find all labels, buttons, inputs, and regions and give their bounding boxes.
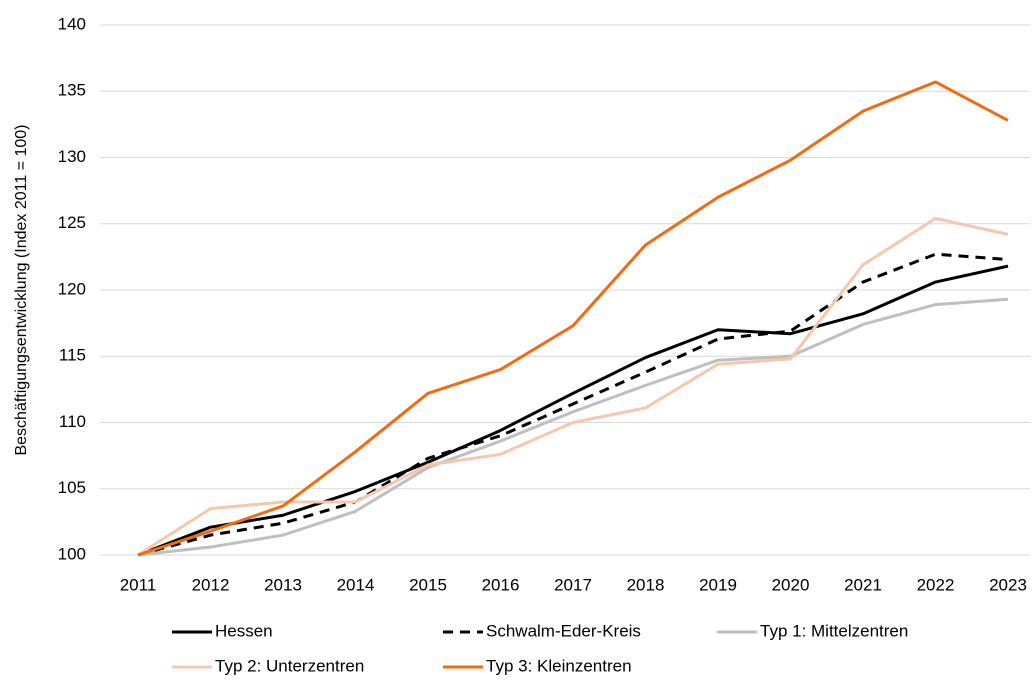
y-tick-label: 100 <box>58 544 86 563</box>
series-line <box>137 80 1009 557</box>
y-tick-label: 125 <box>58 213 86 232</box>
y-tick-label: 130 <box>58 147 86 166</box>
y-tick-label: 135 <box>58 81 86 100</box>
legend-label: Typ 1: Mittelzentren <box>760 621 908 640</box>
x-tick-label: 2011 <box>120 575 157 594</box>
x-tick-label: 2012 <box>192 575 230 594</box>
x-tick-label: 2022 <box>917 575 955 594</box>
y-tick-label: 115 <box>59 346 86 365</box>
series-line <box>137 252 1009 557</box>
y-tick-label: 110 <box>59 412 86 431</box>
x-tick-label: 2019 <box>699 575 737 594</box>
legend-label: Typ 2: Unterzentren <box>215 656 364 675</box>
x-tick-label: 2020 <box>772 575 810 594</box>
y-tick-label: 105 <box>58 478 86 497</box>
x-tick-label: 2013 <box>264 575 302 594</box>
x-tick-label: 2016 <box>482 575 520 594</box>
x-tick-label: 2018 <box>627 575 665 594</box>
series-line <box>137 264 1009 557</box>
y-axis-label: Beschäftigungsentwicklung (Index 2011 = … <box>13 124 30 455</box>
y-tick-label: 140 <box>58 14 86 33</box>
legend-label: Schwalm-Eder-Kreis <box>486 621 641 640</box>
series-line <box>137 297 1009 557</box>
x-tick-label: 2023 <box>989 575 1027 594</box>
series-line <box>137 216 1009 557</box>
legend-label: Hessen <box>215 621 273 640</box>
x-tick-label: 2014 <box>337 575 375 594</box>
x-tick-label: 2017 <box>554 575 592 594</box>
y-tick-label: 120 <box>58 279 86 298</box>
x-tick-label: 2021 <box>844 575 882 594</box>
x-tick-label: 2015 <box>409 575 447 594</box>
legend-label: Typ 3: Kleinzentren <box>486 656 632 675</box>
